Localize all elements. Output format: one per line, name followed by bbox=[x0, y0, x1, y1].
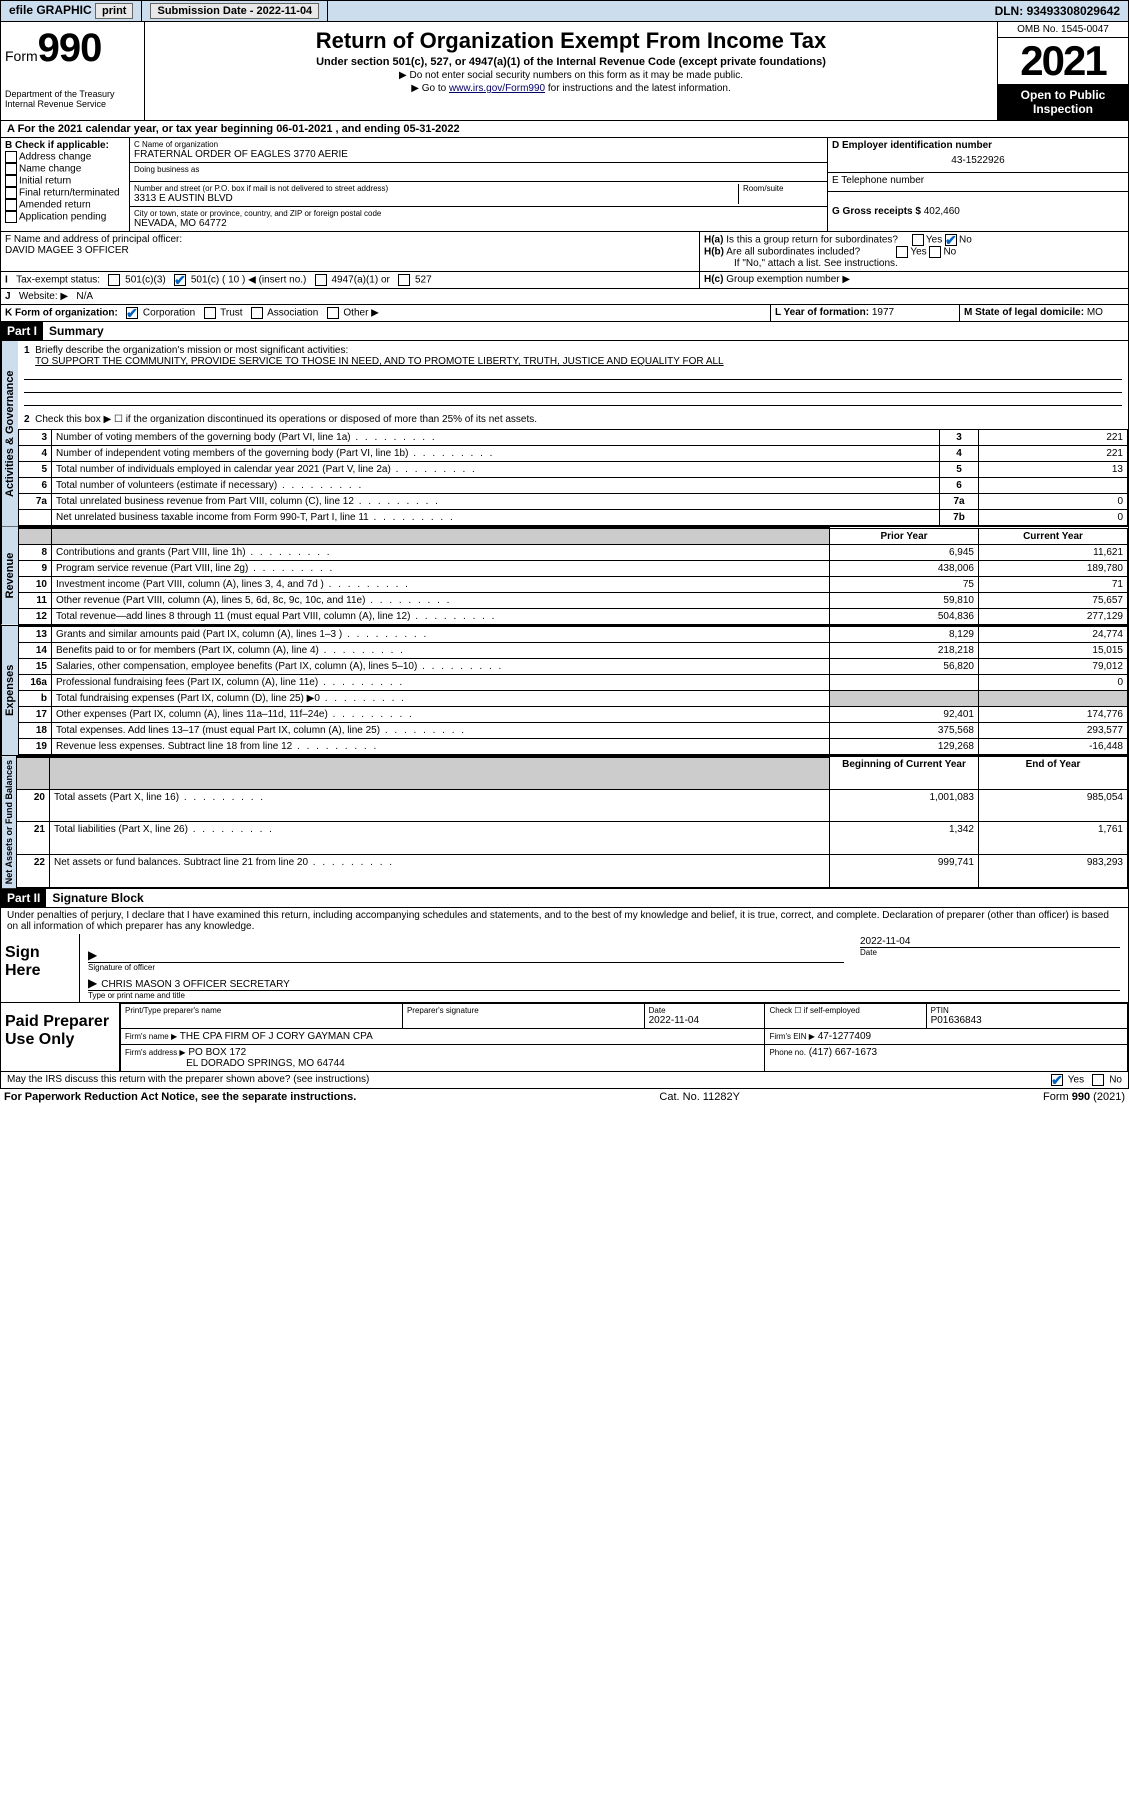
firm-addr2: EL DORADO SPRINGS, MO 64744 bbox=[186, 1058, 345, 1069]
paid-preparer: Paid Preparer Use Only Print/Type prepar… bbox=[0, 1003, 1129, 1072]
header-mid: Return of Organization Exempt From Incom… bbox=[145, 22, 997, 120]
note-ssn: ▶ Do not enter social security numbers o… bbox=[149, 70, 993, 81]
j-block: J Website: ▶ N/A bbox=[0, 289, 1129, 305]
section-f: F Name and address of principal officer:… bbox=[1, 232, 700, 271]
discuss-row: May the IRS discuss this return with the… bbox=[0, 1072, 1129, 1089]
part1-header: Part I Summary bbox=[0, 322, 1129, 341]
form-number: 990 bbox=[38, 26, 102, 70]
org-address: 3313 E AUSTIN BLVD bbox=[134, 193, 738, 204]
header-right: OMB No. 1545-0047 2021 Open to Public In… bbox=[997, 22, 1128, 120]
org-city: NEVADA, MO 64772 bbox=[134, 218, 823, 229]
topbar: efile GRAPHIC print Submission Date - 20… bbox=[0, 0, 1129, 22]
submission-date: Submission Date - 2022-11-04 bbox=[142, 1, 328, 21]
website: N/A bbox=[76, 291, 93, 302]
section-a: A For the 2021 calendar year, or tax yea… bbox=[0, 121, 1129, 138]
section-c: C Name of organization FRATERNAL ORDER O… bbox=[130, 138, 828, 231]
firm-name: THE CPA FIRM OF J CORY GAYMAN CPA bbox=[180, 1031, 373, 1042]
i-block: I Tax-exempt status: 501(c)(3) 501(c) ( … bbox=[0, 272, 1129, 289]
dept: Department of the Treasury Internal Reve… bbox=[5, 89, 140, 109]
irs-link[interactable]: www.irs.gov/Form990 bbox=[449, 83, 545, 94]
gov-table: 3Number of voting members of the governi… bbox=[18, 429, 1128, 526]
ptin: P01636843 bbox=[931, 1015, 982, 1026]
mission: TO SUPPORT THE COMMUNITY, PROVIDE SERVIC… bbox=[35, 356, 724, 367]
section-deg: D Employer identification number 43-1522… bbox=[828, 138, 1128, 231]
form-subtitle: Under section 501(c), 527, or 4947(a)(1)… bbox=[149, 56, 993, 68]
print-button[interactable]: print bbox=[95, 3, 133, 19]
sig-date: 2022-11-04 bbox=[860, 936, 1120, 948]
signature-area: Sign Here Signature of officer 2022-11-0… bbox=[0, 934, 1129, 1003]
sign-here-label: Sign Here bbox=[1, 934, 79, 1002]
part2-header: Part II Signature Block bbox=[0, 889, 1129, 908]
form-title: Return of Organization Exempt From Incom… bbox=[149, 28, 993, 54]
officer-name: CHRIS MASON 3 OFFICER SECRETARY bbox=[101, 979, 290, 990]
ein: 43-1522926 bbox=[832, 151, 1124, 170]
dln: DLN: 93493308029642 bbox=[987, 2, 1128, 20]
revenue-table: Prior YearCurrent Year8Contributions and… bbox=[18, 527, 1128, 625]
firm-phone: (417) 667-1673 bbox=[809, 1047, 877, 1058]
vtab-netassets: Net Assets or Fund Balances bbox=[1, 756, 16, 888]
id-block: B Check if applicable: Address change Na… bbox=[0, 138, 1129, 232]
activities-governance: Activities & Governance 1 Briefly descri… bbox=[0, 341, 1129, 527]
org-name: FRATERNAL ORDER OF EAGLES 3770 AERIE bbox=[134, 149, 823, 160]
declaration: Under penalties of perjury, I declare th… bbox=[0, 908, 1129, 934]
vtab-revenue: Revenue bbox=[1, 527, 18, 625]
page-footer: For Paperwork Reduction Act Notice, see … bbox=[0, 1089, 1129, 1105]
paid-preparer-label: Paid Preparer Use Only bbox=[1, 1003, 119, 1071]
form-prefix: Form bbox=[5, 48, 38, 64]
vtab-governance: Activities & Governance bbox=[1, 341, 18, 526]
fh-block: F Name and address of principal officer:… bbox=[0, 232, 1129, 272]
section-b: B Check if applicable: Address change Na… bbox=[1, 138, 130, 231]
section-hc: H(c) Group exemption number ▶ bbox=[700, 272, 1128, 288]
note-link: ▶ Go to www.irs.gov/Form990 for instruct… bbox=[149, 83, 993, 94]
expenses-table: 13Grants and similar amounts paid (Part … bbox=[18, 626, 1128, 755]
header-left: Form990 Department of the Treasury Inter… bbox=[1, 22, 145, 120]
principal-officer: DAVID MAGEE 3 OFFICER bbox=[5, 245, 695, 256]
klm-block: K Form of organization: Corporation Trus… bbox=[0, 305, 1129, 322]
efile-label: efile GRAPHIC print bbox=[1, 1, 142, 21]
netassets-section: Net Assets or Fund Balances Beginning of… bbox=[0, 756, 1129, 889]
expenses-section: Expenses 13Grants and similar amounts pa… bbox=[0, 626, 1129, 756]
tax-year: 2021 bbox=[998, 38, 1128, 84]
firm-ein: 47-1277409 bbox=[818, 1031, 871, 1042]
year-formation: 1977 bbox=[872, 307, 894, 318]
gross-receipts: 402,460 bbox=[924, 206, 960, 217]
omb: OMB No. 1545-0047 bbox=[998, 22, 1128, 38]
firm-addr1: PO BOX 172 bbox=[188, 1047, 246, 1058]
revenue-section: Revenue Prior YearCurrent Year8Contribut… bbox=[0, 527, 1129, 626]
state-domicile: MO bbox=[1087, 307, 1103, 318]
inspection-notice: Open to Public Inspection bbox=[998, 84, 1128, 120]
form-header: Form990 Department of the Treasury Inter… bbox=[0, 22, 1129, 121]
vtab-expenses: Expenses bbox=[1, 626, 18, 755]
netassets-table: Beginning of Current YearEnd of Year20To… bbox=[16, 756, 1128, 888]
section-h: H(a) H(a) Is this a group return for sub… bbox=[700, 232, 1128, 271]
